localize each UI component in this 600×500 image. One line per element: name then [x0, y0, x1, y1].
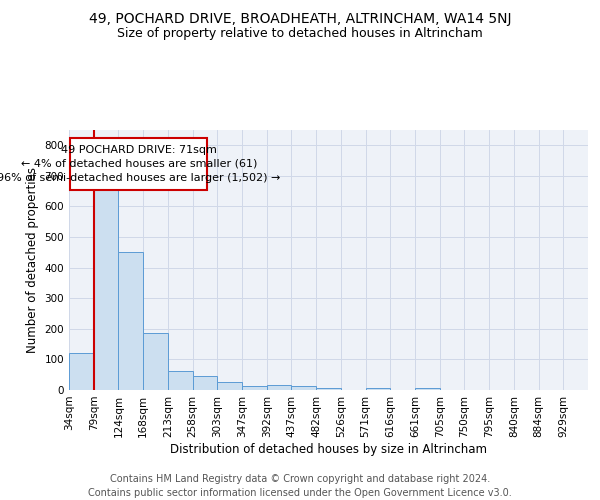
Bar	[415, 388, 440, 390]
Bar	[94, 190, 118, 390]
Bar	[365, 388, 390, 390]
Bar	[143, 334, 168, 390]
Bar	[292, 386, 316, 390]
Bar	[242, 386, 267, 390]
Bar	[168, 371, 193, 390]
Bar	[267, 385, 292, 390]
Text: 49 POCHARD DRIVE: 71sqm
← 4% of detached houses are smaller (61)
96% of semi-det: 49 POCHARD DRIVE: 71sqm ← 4% of detached…	[0, 144, 281, 182]
Text: 49, POCHARD DRIVE, BROADHEATH, ALTRINCHAM, WA14 5NJ: 49, POCHARD DRIVE, BROADHEATH, ALTRINCHA…	[89, 12, 511, 26]
Bar	[193, 376, 217, 390]
Bar	[118, 252, 143, 390]
X-axis label: Distribution of detached houses by size in Altrincham: Distribution of detached houses by size …	[170, 442, 487, 456]
Bar	[316, 388, 341, 390]
Text: Size of property relative to detached houses in Altrincham: Size of property relative to detached ho…	[117, 28, 483, 40]
Bar	[217, 382, 242, 390]
Y-axis label: Number of detached properties: Number of detached properties	[26, 167, 39, 353]
Text: Contains HM Land Registry data © Crown copyright and database right 2024.
Contai: Contains HM Land Registry data © Crown c…	[88, 474, 512, 498]
Bar	[69, 354, 94, 390]
